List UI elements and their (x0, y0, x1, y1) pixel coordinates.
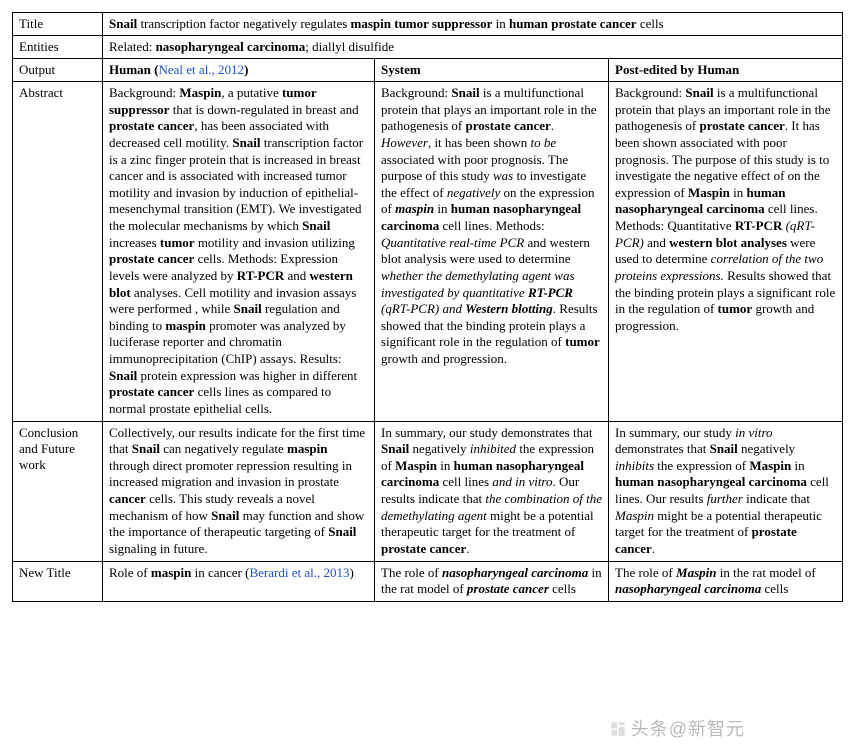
conclusion-post: In summary, our study in vitro demonstra… (609, 421, 843, 561)
label-newtitle: New Title (13, 561, 103, 601)
conclusion-system: In summary, our study demonstrates that … (375, 421, 609, 561)
comparison-table: Title Snail transcription factor negativ… (12, 12, 843, 602)
abstract-row: Abstract Background: Maspin, a putative … (13, 82, 843, 422)
watermark: 头条@新智元 (609, 715, 745, 741)
abstract-system: Background: Snail is a multifunctional p… (375, 82, 609, 422)
newtitle-post: The role of Maspin in the rat model of n… (609, 561, 843, 601)
label-abstract: Abstract (13, 82, 103, 422)
title-row: Title Snail transcription factor negativ… (13, 13, 843, 36)
title-cell: Snail transcription factor negatively re… (103, 13, 843, 36)
entities-cell: Related: nasopharyngeal carcinoma; diall… (103, 36, 843, 59)
abstract-human: Background: Maspin, a putative tumor sup… (103, 82, 375, 422)
newtitle-system: The role of nasopharyngeal carcinoma in … (375, 561, 609, 601)
label-title: Title (13, 13, 103, 36)
label-output: Output (13, 59, 103, 82)
watermark-text: 头条@新智元 (631, 719, 745, 739)
newtitle-human: Role of maspin in cancer (Berardi et al.… (103, 561, 375, 601)
conclusion-human: Collectively, our results indicate for t… (103, 421, 375, 561)
label-conclusion: Conclusion and Future work (13, 421, 103, 561)
conclusion-row: Conclusion and Future work Collectively,… (13, 421, 843, 561)
newtitle-row: New Title Role of maspin in cancer (Bera… (13, 561, 843, 601)
header-human: Human (Neal et al., 2012) (103, 59, 375, 82)
header-post: Post-edited by Human (609, 59, 843, 82)
output-header-row: Output Human (Neal et al., 2012) System … (13, 59, 843, 82)
entities-row: Entities Related: nasopharyngeal carcino… (13, 36, 843, 59)
label-entities: Entities (13, 36, 103, 59)
header-system: System (375, 59, 609, 82)
abstract-post: Background: Snail is a multifunctional p… (609, 82, 843, 422)
watermark-logo-icon (609, 720, 627, 738)
